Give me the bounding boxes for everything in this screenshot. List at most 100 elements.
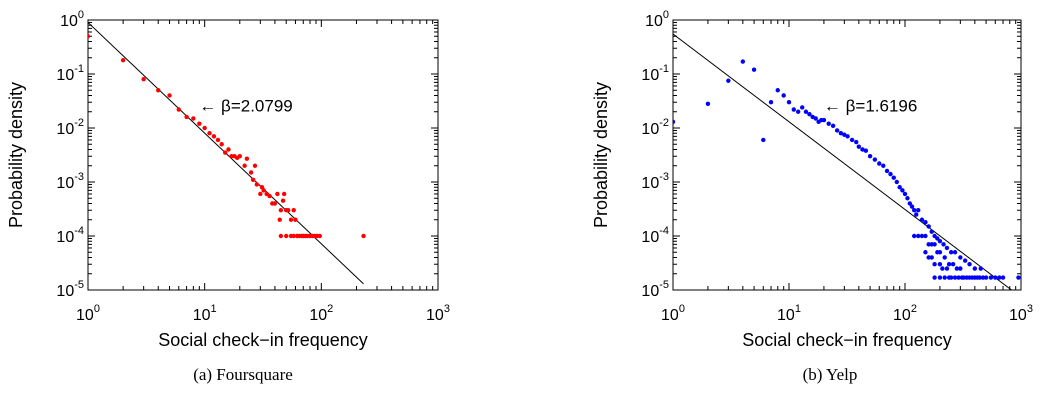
data-point	[894, 179, 900, 185]
data-point	[932, 262, 937, 267]
data-point	[897, 185, 902, 190]
data-point	[215, 137, 221, 143]
plot-area	[88, 22, 366, 285]
data-point	[937, 239, 943, 244]
data-point	[821, 117, 827, 123]
data-point	[288, 217, 294, 222]
y-tick-label-exp: -4	[74, 225, 84, 237]
data-point	[167, 93, 172, 98]
y-tick-label-base: 10	[641, 175, 659, 192]
data-point	[226, 147, 231, 152]
y-tick-label: 10-5	[56, 279, 84, 300]
data-point	[775, 88, 780, 93]
fit-line	[673, 33, 1013, 290]
data-point	[726, 78, 731, 83]
y-tick-label-base: 10	[56, 67, 74, 84]
data-point	[993, 275, 998, 280]
data-point	[937, 250, 943, 255]
data-point	[807, 112, 812, 117]
data-point	[946, 275, 952, 280]
data-point	[781, 93, 786, 98]
data-point	[803, 109, 809, 114]
data-point	[813, 116, 818, 121]
data-point	[946, 262, 952, 267]
data-point	[280, 198, 286, 203]
y-tick-label-exp: -2	[74, 117, 84, 129]
data-point	[791, 107, 797, 112]
data-point	[944, 266, 950, 271]
data-point	[954, 266, 960, 271]
data-point	[872, 157, 878, 162]
data-point	[197, 121, 202, 126]
data-point	[932, 242, 937, 247]
data-point	[849, 137, 855, 143]
data-point	[929, 229, 934, 234]
x-tick-label-base: 10	[426, 307, 444, 324]
data-point	[1016, 275, 1021, 280]
data-point	[988, 275, 994, 280]
x-tick-label-base: 10	[76, 307, 94, 324]
data-point	[291, 208, 296, 213]
data-point	[937, 262, 943, 267]
data-point	[141, 77, 146, 82]
data-point	[88, 34, 91, 39]
y-tick-label-exp: -5	[74, 279, 84, 291]
x-tick-label-exp: 0	[679, 303, 685, 315]
data-point	[926, 224, 931, 229]
data-point	[267, 193, 272, 199]
y-tick-label-exp: -5	[659, 279, 669, 291]
data-point	[207, 131, 212, 136]
data-point	[838, 131, 844, 136]
x-tick-label-base: 10	[193, 307, 211, 324]
data-point	[942, 275, 947, 280]
data-point	[941, 242, 946, 247]
data-point	[902, 191, 908, 197]
y-tick-label-base: 10	[60, 13, 78, 30]
data-point	[281, 191, 287, 197]
data-point	[275, 191, 280, 197]
data-point	[854, 139, 859, 145]
data-point	[223, 150, 228, 155]
data-point	[978, 266, 983, 271]
data-point	[254, 182, 260, 187]
data-point	[884, 168, 890, 174]
x-tick-label: 101	[193, 303, 217, 324]
data-point	[980, 275, 986, 280]
data-point	[800, 105, 805, 110]
y-tick-label-base: 10	[645, 13, 663, 30]
x-tick-label: 102	[309, 303, 333, 324]
data-point	[278, 208, 284, 213]
data-point	[926, 242, 931, 247]
data-point	[929, 255, 934, 260]
data-point	[926, 255, 931, 260]
data-point	[834, 128, 840, 133]
y-tick-label: 10-1	[56, 63, 84, 84]
data-point	[293, 217, 298, 222]
x-tick-label: 102	[893, 303, 917, 324]
y-tick-label-exp: -2	[659, 117, 669, 129]
y-tick-label: 10-4	[641, 225, 669, 246]
x-tick-label-exp: 0	[94, 303, 100, 315]
data-point	[916, 233, 921, 239]
y-tick-label-base: 10	[641, 121, 659, 138]
data-point	[888, 171, 893, 177]
data-point	[900, 188, 905, 193]
data-point	[286, 208, 291, 213]
y-tick-label-base: 10	[56, 121, 74, 138]
x-tick-label-exp: 2	[327, 303, 333, 315]
y-axis-label: Probability density	[6, 82, 26, 228]
data-point	[751, 67, 757, 72]
y-tick-label: 10-3	[641, 171, 669, 192]
data-point	[272, 201, 278, 206]
data-point	[740, 59, 746, 64]
data-point	[940, 266, 945, 271]
y-tick-label-exp: -3	[659, 171, 669, 183]
data-point	[242, 163, 247, 168]
data-point	[877, 161, 882, 166]
data-point	[826, 121, 831, 126]
data-point	[258, 191, 263, 197]
y-tick-label-exp: -3	[74, 171, 84, 183]
y-tick-label: 10-2	[641, 117, 669, 138]
x-tick-label-exp: 3	[1027, 303, 1033, 315]
